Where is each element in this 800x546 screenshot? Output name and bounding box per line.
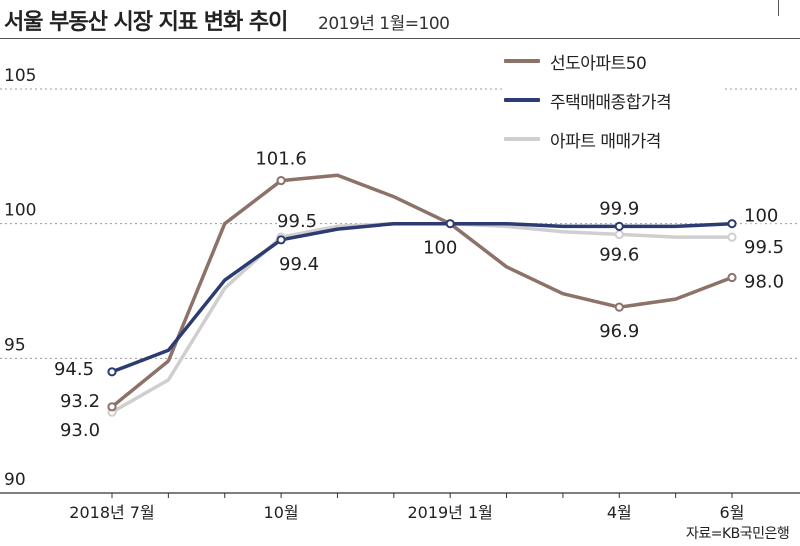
series-3-marker-2019-04 [614,229,624,240]
chart-subtitle: 2019년 1월=100 [318,14,450,34]
data-label-series-1-2019-04: 96.9 [599,321,639,342]
series-markers [107,175,737,417]
x-tick-label-2019-06: 6월 [720,503,745,522]
x-axis: 2018년 7월 10월 2019년 1월 4월 6월 [69,493,744,522]
data-label-series-2-2019-01: 100 [423,238,457,259]
series-lines [110,173,734,414]
data-label-series-3-2019-04: 99.6 [599,244,639,265]
y-tick-label-95: 95 [4,335,26,355]
data-label-series-1-2019-06: 98.0 [744,272,784,293]
legend-swatch-2 [504,98,540,102]
legend-swatch-3 [504,137,540,141]
series-line-2 [110,221,734,374]
y-tick-label-105: 105 [4,66,36,86]
data-label-series-3-2018-10: 99.5 [277,211,317,232]
series-2-marker-2018-10 [276,235,286,245]
series-2-marker-2019-01 [445,219,455,229]
series-1-marker-2018-10 [276,175,286,186]
source-note: 자료=KB국민은행 [686,526,790,542]
data-label-series-2-2019-04: 99.9 [599,198,639,219]
chart-title: 서울 부동산 시장 지표 변화 추이 [4,10,288,35]
series-line-1 [110,173,734,409]
x-tick-label-2019-04: 4월 [607,503,632,522]
y-tick-label-100: 100 [4,201,36,221]
series-1-marker-2019-04 [614,302,624,312]
data-label-series-2-2018-10: 99.4 [279,254,319,275]
legend-item-3: 아파트 매매가격 [504,126,661,152]
data-label-series-3-2019-06: 99.5 [744,237,784,258]
corner-divider [778,0,779,16]
x-tick-label-2018-10: 10월 [264,503,299,522]
data-labels: 101.6 99.4 99.5 94.5 93.2 93.0 100 99.9 99.6 96.9… [52,147,786,444]
series-1-marker-2019-06 [727,272,737,283]
series-1-marker-2018-07 [107,402,117,412]
y-axis: 90 95 100 105 [4,66,36,490]
y-tick-label-90: 90 [4,470,26,490]
legend-item-2: 주택매매종합가격 [504,87,672,113]
series-2-marker-2019-06 [727,219,737,229]
chart-legend: 선도아파트50 주택매매종합가격 아파트 매매가격 [504,44,722,166]
series-3-marker-2019-06 [727,232,737,242]
data-label-series-1-2018-10: 101.6 [255,149,307,170]
data-label-series-2-2018-07: 94.5 [54,359,94,380]
series-2-marker-2018-07 [107,367,117,377]
legend-swatch-1 [504,59,540,63]
title-divider [0,38,800,39]
legend-item-1: 선도아파트50 [504,48,647,74]
series-2-marker-2019-04 [614,221,624,231]
x-tick-label-2019-01: 2019년 1월 [407,503,492,522]
legend-label-2: 주택매매종합가격 [550,92,672,113]
data-label-series-2-2019-06: 100 [744,206,778,227]
data-label-series-1-2018-07: 93.2 [60,391,100,412]
x-tick-label-2018-07: 2018년 7월 [69,503,154,522]
legend-label-3: 아파트 매매가격 [550,131,661,152]
data-label-series-3-2018-07: 93.0 [60,420,100,441]
legend-label-1: 선도아파트50 [550,53,647,74]
